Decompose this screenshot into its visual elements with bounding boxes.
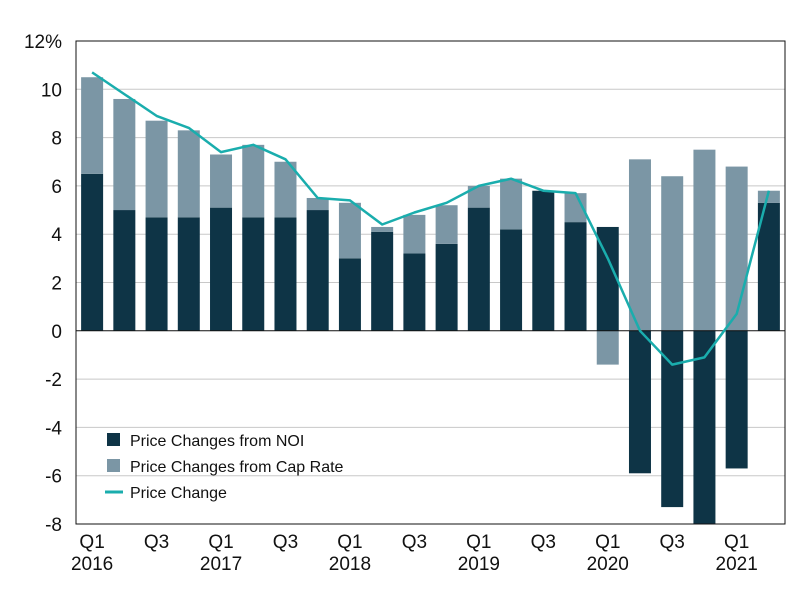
bar-cap-rate — [81, 77, 104, 174]
x-tick-year-label: 2018 — [329, 554, 371, 575]
y-tick-label: -6 — [45, 467, 62, 488]
bar-cap-rate — [403, 214, 426, 254]
bar-noi — [274, 217, 297, 331]
bar-cap-rate — [757, 190, 780, 203]
x-tick-year-label: 2021 — [716, 554, 758, 575]
x-tick-year-label: 2016 — [71, 554, 113, 575]
bar-cap-rate — [467, 185, 490, 208]
y-tick-label: 6 — [51, 177, 62, 198]
x-tick-label: Q3 — [273, 532, 298, 553]
bar-noi — [210, 207, 233, 331]
price-change-line — [91, 71, 771, 366]
bar-noi — [532, 190, 555, 331]
bar-noi — [306, 210, 329, 331]
x-tick-year-label: 2017 — [200, 554, 242, 575]
bar-noi — [403, 253, 426, 331]
legend-label-noi: Price Changes from NOI — [130, 433, 304, 450]
bar-cap-rate — [242, 144, 265, 218]
x-tick-label: Q1 — [466, 532, 491, 553]
line-layer — [91, 71, 771, 366]
y-axis-ticks: 12% 10 8 6 4 2 0 -2 -4 -6 -8 — [24, 32, 62, 536]
legend-swatch-noi — [107, 433, 120, 446]
bar-noi — [145, 217, 168, 331]
y-tick-label: 2 — [51, 274, 62, 295]
bar-noi — [564, 222, 587, 331]
legend-label-cap-rate: Price Changes from Cap Rate — [130, 459, 344, 476]
bar-cap-rate — [596, 330, 619, 365]
y-tick-label: 12% — [24, 32, 62, 53]
x-tick-label: Q3 — [660, 532, 685, 553]
bar-cap-rate — [338, 202, 361, 259]
legend-label-price-change: Price Change — [130, 485, 227, 502]
bar-layer — [81, 77, 780, 524]
bar-noi — [435, 243, 458, 331]
y-tick-label: 8 — [51, 129, 62, 150]
y-tick-label: -2 — [45, 370, 62, 391]
x-tick-label: Q1 — [79, 532, 104, 553]
bar-noi — [725, 330, 748, 469]
bar-cap-rate — [628, 159, 651, 331]
bar-noi — [467, 207, 490, 331]
bar-cap-rate — [274, 161, 297, 218]
bar-noi — [661, 330, 684, 508]
x-tick-year-label: 2020 — [587, 554, 629, 575]
bar-cap-rate — [306, 197, 329, 211]
bar-noi — [757, 202, 780, 331]
bar-noi — [500, 229, 523, 331]
bar-cap-rate — [661, 176, 684, 331]
bar-noi — [338, 258, 361, 331]
bar-noi — [693, 330, 716, 524]
y-tick-label: -8 — [45, 515, 62, 536]
bar-cap-rate — [113, 98, 136, 211]
y-tick-label: -4 — [45, 418, 62, 439]
bar-cap-rate — [500, 178, 523, 230]
bar-cap-rate — [371, 226, 394, 232]
legend: Price Changes from NOI Price Changes fro… — [105, 433, 344, 502]
x-tick-year-label: 2019 — [458, 554, 500, 575]
bar-cap-rate — [725, 166, 748, 331]
x-tick-label: Q1 — [724, 532, 749, 553]
bar-noi — [371, 231, 394, 331]
x-tick-label: Q3 — [402, 532, 427, 553]
y-tick-label: 10 — [41, 80, 62, 101]
x-tick-label: Q1 — [595, 532, 620, 553]
bar-noi — [242, 217, 265, 331]
bar-cap-rate — [145, 120, 168, 218]
bar-cap-rate — [177, 130, 200, 218]
bar-noi — [628, 330, 651, 474]
y-tick-label: 0 — [51, 322, 62, 343]
x-tick-label: Q1 — [208, 532, 233, 553]
bar-cap-rate — [564, 193, 587, 223]
bar-cap-rate — [435, 205, 458, 244]
bar-noi — [596, 226, 619, 331]
bar-noi — [177, 217, 200, 331]
y-tick-label: 4 — [51, 225, 62, 246]
bar-cap-rate — [210, 154, 233, 208]
x-tick-label: Q3 — [144, 532, 169, 553]
legend-swatch-cap-rate — [107, 459, 120, 472]
bar-noi — [81, 173, 104, 331]
bar-noi — [113, 210, 136, 331]
plot-area-frame — [75, 40, 786, 525]
x-tick-label: Q3 — [531, 532, 556, 553]
x-tick-label: Q1 — [337, 532, 362, 553]
bar-cap-rate — [693, 149, 716, 331]
